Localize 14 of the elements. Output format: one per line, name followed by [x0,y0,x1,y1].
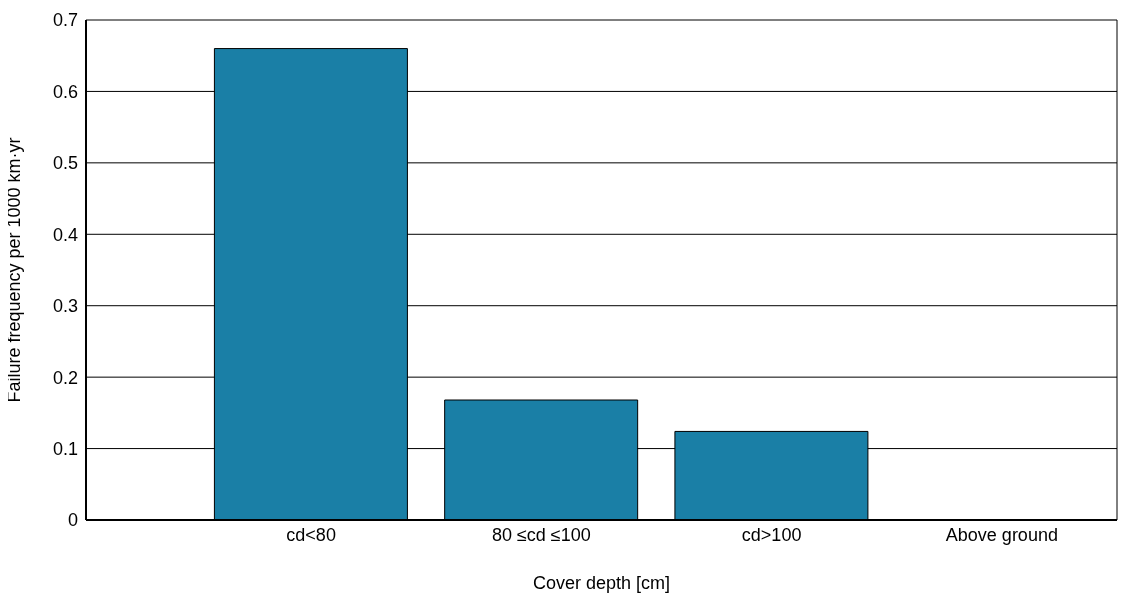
y-tick-label: 0.3 [52,296,78,317]
x-axis-title: Cover depth [cm] [532,572,671,593]
x-tick-label: 80 ≤cd ≤100 [491,524,591,545]
y-tick-label: 0.4 [52,224,78,245]
x-tick-label: Above ground [945,524,1058,545]
y-axis-title: Failure frequency per 1000 km·yr [4,137,25,403]
y-tick-label: 0.5 [52,153,78,174]
y-tick-label: 0.6 [52,81,78,102]
x-tick-label: cd<80 [286,524,336,545]
y-tick-label: 0 [67,510,78,531]
y-tick-label: 0.7 [52,10,78,31]
x-tick-label: cd>100 [741,524,802,545]
y-tick-label: 0.1 [52,438,78,459]
y-tick-label: 0.2 [52,367,78,388]
